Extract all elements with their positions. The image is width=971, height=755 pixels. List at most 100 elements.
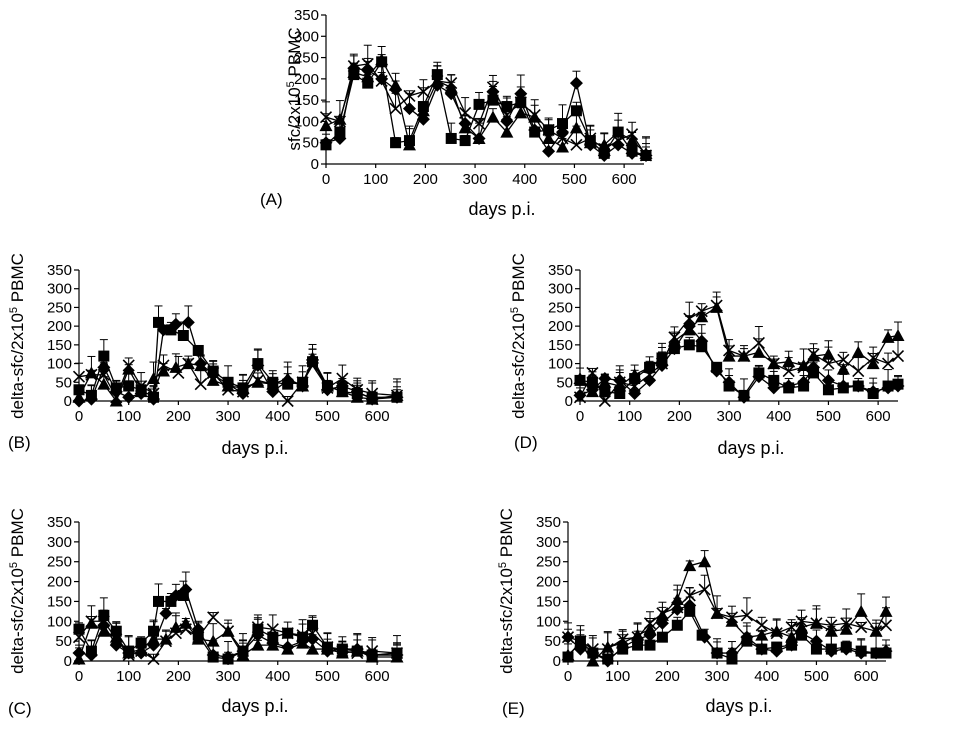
- data-point: [487, 94, 499, 106]
- data-point: [561, 648, 575, 661]
- x-tick-label: 400: [265, 408, 290, 425]
- data-point: [207, 366, 220, 379]
- data-point: [824, 644, 838, 658]
- data-point: [574, 635, 587, 648]
- data-point: [613, 379, 627, 392]
- x-axis-label: days p.i.: [221, 696, 288, 716]
- data-point: [169, 317, 183, 331]
- series-cross: [561, 574, 893, 656]
- y-tick-label: 0: [553, 653, 561, 670]
- series-cross: [573, 291, 905, 408]
- data-point: [135, 645, 148, 658]
- x-tick-label: 300: [216, 668, 241, 685]
- data-point: [725, 614, 739, 627]
- data-point: [514, 96, 527, 109]
- data-point: [855, 621, 868, 634]
- data-point: [335, 646, 349, 659]
- data-point: [683, 589, 696, 602]
- data-point: [655, 357, 669, 370]
- data-point: [159, 635, 173, 648]
- data-point: [628, 379, 641, 393]
- data-point: [122, 359, 135, 372]
- x-tick-label: 200: [166, 668, 191, 685]
- y-tick-label: 200: [548, 318, 573, 335]
- data-point: [72, 652, 86, 665]
- data-point: [296, 376, 309, 389]
- data-point: [614, 388, 626, 400]
- data-point: [755, 619, 768, 632]
- x-tick-label: 600: [612, 171, 637, 188]
- data-point: [321, 641, 334, 654]
- data-point: [695, 334, 709, 348]
- data-point: [165, 595, 177, 607]
- data-point: [839, 642, 853, 656]
- data-point: [852, 364, 865, 378]
- x-tick-label: 600: [365, 408, 390, 425]
- data-point: [351, 383, 364, 396]
- data-point: [586, 654, 600, 667]
- data-point: [561, 631, 575, 644]
- y-tick-label: 350: [47, 262, 72, 279]
- data-point: [281, 372, 295, 385]
- data-point: [135, 379, 148, 393]
- x-tick-label: 0: [75, 668, 83, 685]
- data-point: [612, 134, 625, 147]
- data-point: [97, 377, 111, 390]
- data-point: [528, 123, 542, 137]
- data-point: [836, 362, 850, 375]
- data-point: [710, 646, 724, 660]
- data-point: [147, 632, 161, 645]
- x-tick-label: 100: [116, 408, 141, 425]
- data-point: [825, 619, 838, 632]
- data-point: [366, 645, 379, 658]
- data-point: [821, 373, 835, 387]
- data-point: [722, 344, 736, 357]
- y-tick-label: 300: [548, 281, 573, 298]
- data-point: [668, 331, 681, 344]
- data-point: [722, 349, 736, 362]
- data-point: [854, 646, 868, 660]
- data-point: [347, 65, 361, 78]
- data-point: [251, 638, 265, 651]
- data-point: [281, 394, 294, 408]
- data-point: [683, 598, 697, 612]
- data-point: [639, 149, 653, 162]
- data-point: [319, 136, 333, 150]
- data-point: [251, 358, 265, 372]
- chart-panel-c: 0 50 100 150 200 250 300 350 0 100 200 300 400 500 600…: [8, 508, 404, 718]
- data-point: [569, 76, 583, 90]
- data-point: [402, 138, 416, 151]
- series-line: [579, 306, 899, 393]
- data-point: [682, 323, 696, 336]
- y-tick-label: 50: [302, 135, 319, 152]
- data-point: [710, 364, 724, 378]
- data-point: [251, 374, 264, 387]
- x-tick-label: 0: [322, 171, 330, 188]
- data-point: [626, 128, 639, 141]
- data-point: [72, 390, 86, 403]
- data-point: [306, 359, 319, 372]
- data-point: [683, 339, 695, 351]
- y-tick-label: 300: [47, 281, 72, 298]
- data-point: [84, 648, 98, 662]
- data-point: [891, 329, 905, 341]
- data-point: [84, 392, 98, 406]
- data-point: [656, 607, 669, 620]
- data-point: [110, 391, 123, 404]
- data-point: [725, 646, 739, 660]
- data-point: [177, 589, 189, 601]
- data-point: [881, 357, 895, 370]
- x-tick-label: 400: [512, 171, 537, 188]
- data-point: [797, 361, 810, 374]
- data-point: [221, 625, 235, 638]
- data-point: [194, 358, 208, 371]
- data-point: [472, 117, 486, 130]
- data-point: [156, 323, 170, 337]
- x-tick-label: 0: [576, 408, 584, 425]
- y-tick-label: 50: [544, 633, 561, 650]
- data-point: [221, 383, 235, 396]
- y-tick-label: 50: [55, 633, 72, 650]
- x-tick-label: 200: [166, 408, 191, 425]
- data-point: [881, 381, 895, 395]
- data-point: [797, 375, 811, 389]
